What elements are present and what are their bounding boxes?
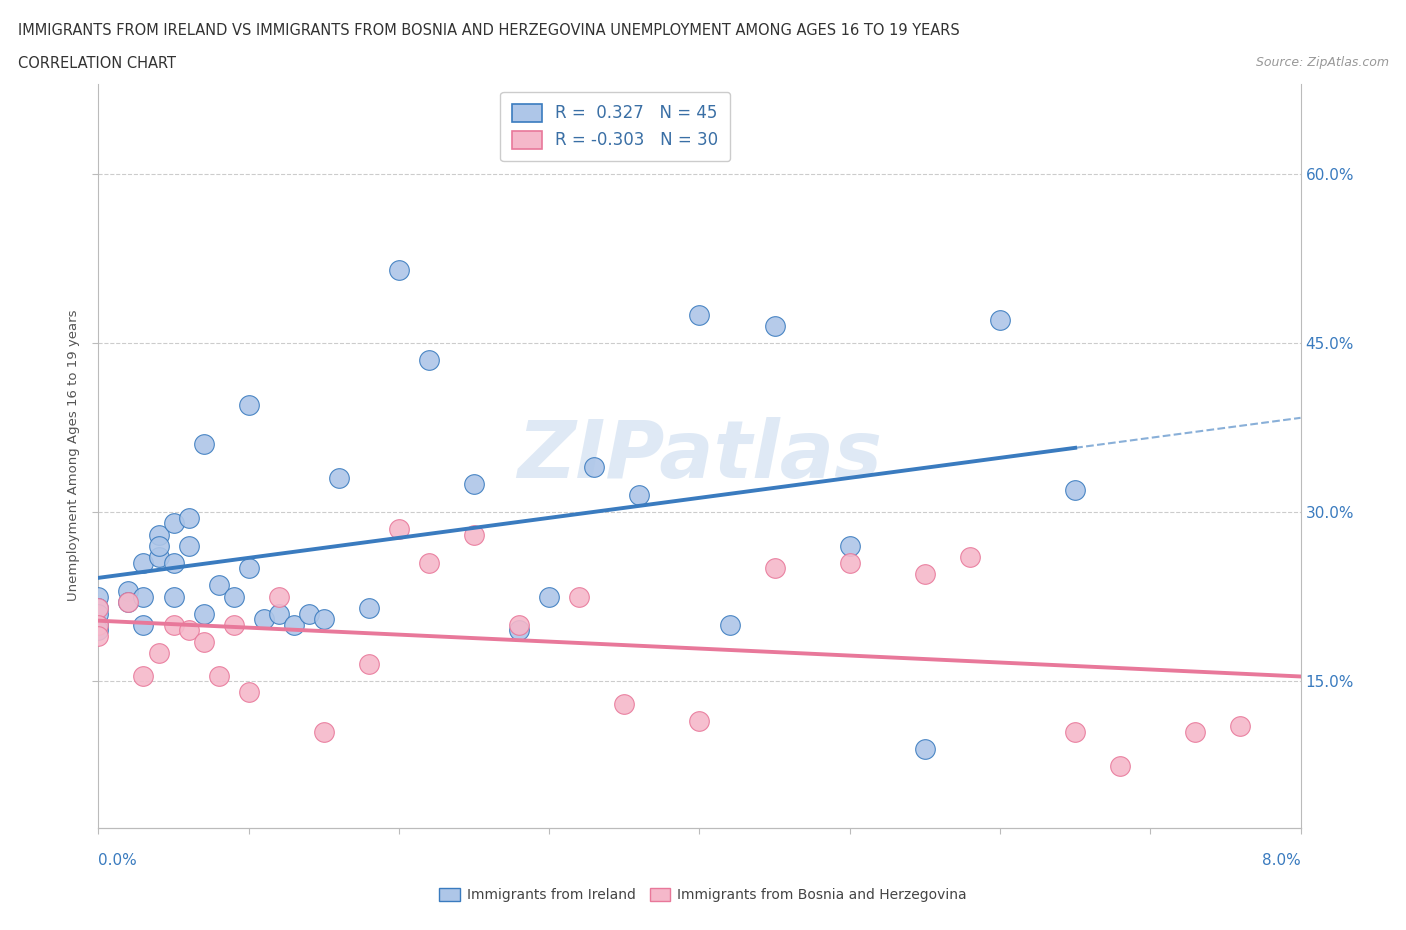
Point (508, 623, 530, 638)
Point (208, 578, 231, 592)
Point (253, 612, 276, 627)
Point (508, 618, 530, 632)
Point (267, 590, 290, 604)
Point (87, 590, 110, 604)
Point (87, 606, 110, 621)
Point (148, 538, 170, 553)
Point (538, 590, 561, 604)
Point (1184, 724, 1206, 739)
Text: CORRELATION CHART: CORRELATION CHART (18, 56, 176, 71)
Point (148, 527, 170, 542)
Point (298, 606, 321, 621)
Point (222, 590, 245, 604)
Text: Source: ZipAtlas.com: Source: ZipAtlas.com (1256, 56, 1389, 69)
Point (763, 319, 786, 334)
Point (328, 471, 350, 485)
Point (463, 476, 485, 491)
Point (162, 555, 184, 570)
Point (568, 590, 591, 604)
Point (628, 487, 651, 502)
Point (312, 612, 335, 627)
Point (914, 741, 936, 756)
Legend: R =  0.327   N = 45, R = -0.303   N = 30: R = 0.327 N = 45, R = -0.303 N = 30 (501, 92, 730, 161)
Point (148, 550, 170, 565)
Point (132, 668, 155, 683)
Text: 8.0%: 8.0% (1261, 853, 1301, 868)
Point (838, 538, 860, 553)
Point (283, 618, 305, 632)
Point (132, 555, 155, 570)
Point (988, 313, 1011, 328)
Point (117, 595, 139, 610)
Point (87, 618, 110, 632)
Point (177, 511, 200, 525)
Point (357, 601, 380, 616)
Text: 0.0%: 0.0% (98, 853, 138, 868)
Point (418, 352, 440, 367)
Point (238, 561, 260, 576)
Point (763, 561, 786, 576)
Point (162, 516, 184, 531)
Point (162, 618, 184, 632)
Point (1064, 482, 1087, 497)
Point (87, 601, 110, 616)
Point (267, 606, 290, 621)
Point (312, 724, 335, 739)
Point (208, 668, 231, 683)
Point (177, 623, 200, 638)
Point (689, 713, 711, 728)
Point (689, 307, 711, 322)
Point (838, 555, 860, 570)
Point (959, 550, 981, 565)
Point (418, 555, 440, 570)
Point (238, 397, 260, 412)
Y-axis label: Unemployment Among Ages 16 to 19 years: Unemployment Among Ages 16 to 19 years (66, 310, 80, 602)
Point (87, 623, 110, 638)
Point (193, 437, 215, 452)
Text: ZIPatlas: ZIPatlas (517, 417, 882, 495)
Point (388, 262, 411, 277)
Point (193, 634, 215, 649)
Point (132, 618, 155, 632)
Point (162, 590, 184, 604)
Point (388, 522, 411, 537)
Point (132, 590, 155, 604)
Point (463, 527, 485, 542)
Point (177, 538, 200, 553)
Point (87, 629, 110, 644)
Legend: Immigrants from Ireland, Immigrants from Bosnia and Herzegovina: Immigrants from Ireland, Immigrants from… (433, 883, 973, 908)
Point (613, 697, 636, 711)
Point (193, 606, 215, 621)
Point (583, 459, 606, 474)
Point (87, 618, 110, 632)
Point (148, 645, 170, 660)
Point (117, 583, 139, 598)
Point (357, 657, 380, 671)
Point (914, 566, 936, 581)
Text: IMMIGRANTS FROM IRELAND VS IMMIGRANTS FROM BOSNIA AND HERZEGOVINA UNEMPLOYMENT A: IMMIGRANTS FROM IRELAND VS IMMIGRANTS FR… (18, 23, 960, 38)
Point (718, 618, 741, 632)
Point (238, 685, 260, 700)
Point (87, 601, 110, 616)
Point (117, 595, 139, 610)
Point (1229, 719, 1251, 734)
Point (1064, 724, 1087, 739)
Point (1109, 758, 1132, 773)
Point (222, 618, 245, 632)
